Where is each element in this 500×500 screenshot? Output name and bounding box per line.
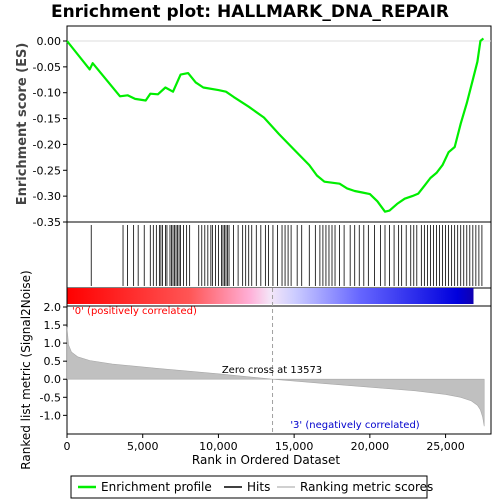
es-ytick-label: -0.10	[33, 87, 61, 100]
rank-color-bar	[67, 288, 474, 304]
legend-hits-label: Hits	[247, 480, 270, 494]
es-ytick-label: 0.00	[37, 35, 62, 48]
legend-box	[70, 475, 428, 499]
es-ytick-label: -0.20	[33, 138, 61, 151]
metric-ytick-label: -0.5	[40, 391, 61, 404]
metric-layer	[66, 288, 485, 432]
zero-cross-label: Zero cross at 13573	[222, 365, 322, 376]
es-ytick-label: -0.35	[33, 216, 61, 229]
legend-metric-label: Ranking metric scores	[300, 480, 433, 494]
legend-enrichment-label: Enrichment profile	[101, 480, 212, 494]
metric-ytick-label: 0.5	[44, 355, 62, 368]
metric-ylabel: Ranked list metric (Signal2Noise)	[19, 270, 33, 469]
metric-ytick-label: 1.5	[44, 319, 62, 332]
xtick-label: 10,000	[199, 440, 238, 453]
xtick-label: 0	[64, 440, 71, 453]
es-ytick-label: -0.30	[33, 190, 61, 203]
xtick-label: 5,000	[127, 440, 159, 453]
legend: Enrichment profile Hits Ranking metric s…	[70, 475, 433, 499]
metric-ytick-label: 0.0	[44, 373, 62, 386]
xtick-label: 25,000	[426, 440, 465, 453]
x-axis-label: Rank in Ordered Dataset	[192, 453, 340, 467]
metric-area	[66, 326, 485, 427]
es-panel	[66, 25, 492, 223]
metric-ytick-label: 1.0	[44, 337, 62, 350]
es-ytick-label: -0.25	[33, 164, 61, 177]
metric-ytick-label: 2.0	[44, 301, 62, 314]
xtick-label: 20,000	[351, 440, 390, 453]
negative-label: '3' (negatively correlated)	[290, 420, 419, 431]
xtick-label: 15,000	[275, 440, 314, 453]
metric-ytick-label: -1.0	[40, 409, 61, 422]
hits-panel	[66, 221, 492, 289]
positive-label: '0' (positively correlated)	[72, 306, 197, 317]
es-ytick-label: -0.15	[33, 113, 61, 126]
es-ytick-label: -0.05	[33, 61, 61, 74]
axis-layer: 0.00-0.05-0.10-0.15-0.20-0.25-0.30-0.352…	[33, 35, 465, 453]
hits-layer	[90, 225, 483, 286]
chart-title: Enrichment plot: HALLMARK_DNA_REPAIR	[51, 2, 449, 22]
enrichment-profile-line	[66, 37, 485, 213]
es-layer	[66, 37, 491, 213]
es-ylabel: Enrichment score (ES)	[15, 43, 30, 206]
